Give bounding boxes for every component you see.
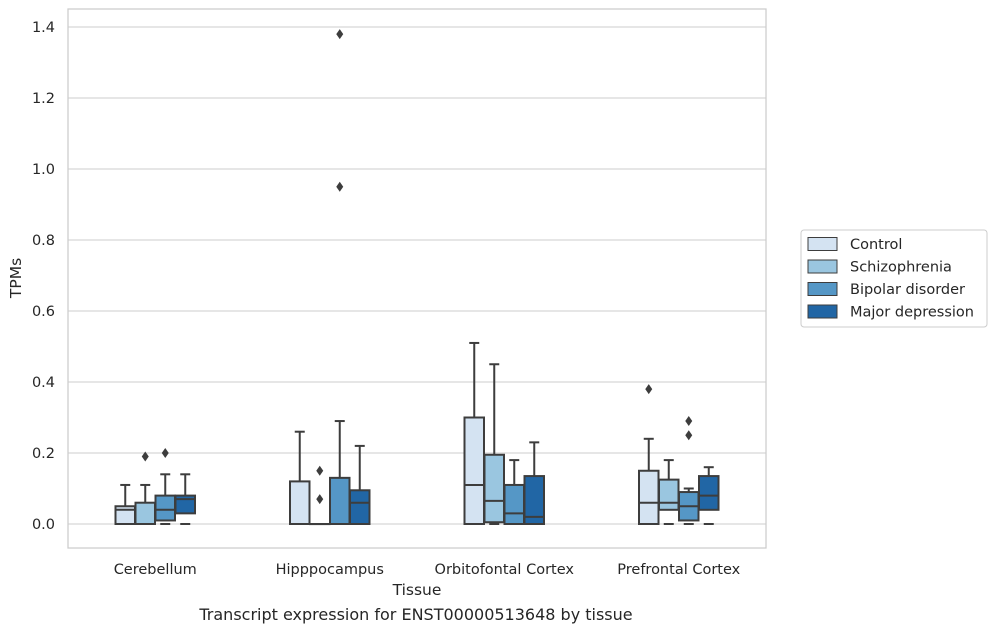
legend-swatch (807, 259, 838, 274)
box-1-2 (483, 363, 505, 525)
box (349, 489, 371, 525)
y-tick-label: 1.4 (32, 20, 55, 36)
box (503, 483, 525, 526)
y-tick-label: 0.2 (32, 446, 55, 462)
x-tick-label: Prefrontal Cortex (617, 562, 740, 578)
legend-swatch (807, 304, 838, 319)
plot-frame (67, 8, 767, 549)
box (134, 501, 156, 526)
box (638, 469, 660, 525)
box (329, 476, 351, 526)
outlier-point (161, 448, 169, 458)
outlier-point (141, 451, 149, 462)
box-0-1 (289, 430, 311, 525)
box (698, 475, 720, 511)
y-tick-label: 0.0 (32, 517, 55, 533)
outlier-point (316, 465, 324, 476)
box-1-3 (658, 459, 680, 525)
box-2-3 (678, 416, 700, 525)
y-tick-label: 0.8 (32, 233, 55, 249)
legend-swatch (807, 282, 838, 296)
box-2-1 (329, 29, 351, 526)
box (289, 480, 311, 525)
y-tick-label: 0.4 (32, 375, 55, 391)
box (463, 416, 485, 525)
box-3-2 (523, 441, 545, 526)
box-0-2 (463, 341, 485, 525)
legend: Control Schizophrenia Bipolar disorder Majo… (800, 229, 988, 328)
y-tick-labels: 0.0 0.2 0.4 0.6 0.8 1.0 1.2 1.4 (32, 20, 55, 533)
outlier-point (685, 430, 693, 441)
legend-entry-label: Control (850, 237, 902, 253)
box-2-0 (154, 448, 176, 525)
box-0-0 (114, 483, 136, 525)
x-tick-label: Cerebellum (114, 562, 197, 578)
x-tick-label: Orbitofontal Cortex (435, 562, 575, 578)
box-3-0 (174, 473, 196, 525)
box-3-3 (698, 466, 720, 525)
legend-swatch (807, 237, 838, 251)
outlier-point (336, 29, 344, 40)
y-tick-label: 1.0 (32, 162, 55, 178)
box (483, 453, 505, 524)
box-1-1 (309, 465, 331, 526)
box (523, 475, 545, 526)
x-tick-label: Hipppocampus (276, 562, 384, 578)
chart-caption: Transcript expression for ENST0000051364… (199, 605, 633, 624)
legend-entry-label: Schizophrenia (850, 260, 952, 276)
legend-frame (800, 229, 988, 328)
box-2-2 (503, 459, 525, 526)
box (154, 494, 176, 522)
y-axis-label: TPMs (7, 258, 25, 299)
x-tick-labels: Cerebellum Hipppocampus Orbitofontal Corte… (114, 562, 741, 578)
outlier-point (336, 181, 344, 192)
legend-entry-label: Major depression (850, 305, 974, 321)
box-series (114, 29, 720, 526)
gridlines (68, 26, 766, 525)
outlier-point (316, 494, 324, 505)
box (658, 478, 680, 511)
outlier-point (645, 384, 653, 395)
box-1-0 (134, 451, 156, 526)
y-tick-label: 1.2 (32, 91, 55, 107)
y-tick-label: 0.6 (32, 304, 55, 320)
x-axis-label: Tissue (392, 581, 442, 599)
box-0-3 (638, 384, 660, 525)
legend-entry-label: Bipolar disorder (850, 282, 965, 298)
outlier-point (685, 416, 693, 427)
box-3-1 (349, 444, 371, 525)
